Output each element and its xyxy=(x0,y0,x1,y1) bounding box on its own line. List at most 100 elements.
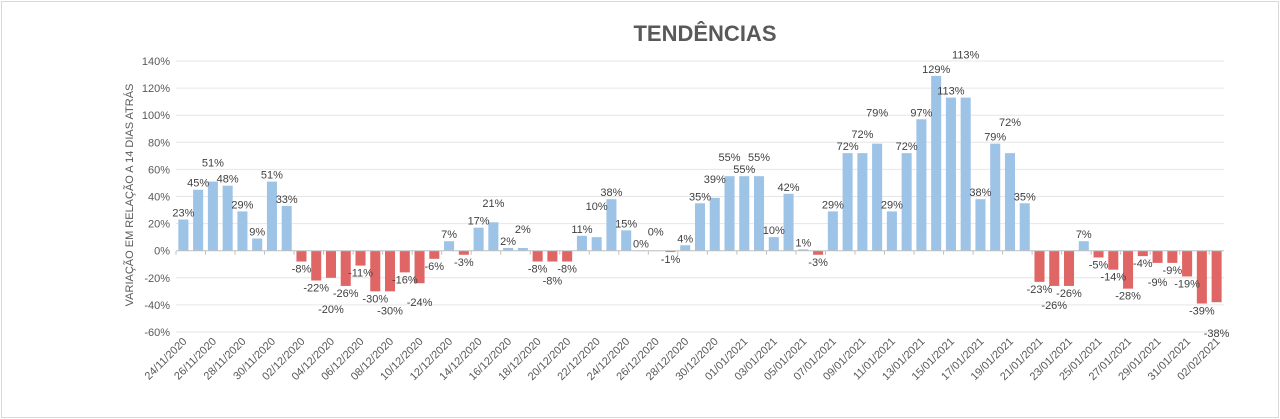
data-label: -26% xyxy=(1056,288,1082,300)
bar xyxy=(1078,241,1089,251)
data-label: 35% xyxy=(689,191,711,203)
data-label: 11% xyxy=(571,224,592,236)
data-label: 23% xyxy=(172,208,194,220)
data-label: 9% xyxy=(249,227,265,239)
data-label: -26% xyxy=(1041,300,1067,312)
data-label: 7% xyxy=(1076,229,1092,241)
bar xyxy=(827,211,838,251)
data-label: 55% xyxy=(733,164,755,176)
bar xyxy=(1196,250,1207,304)
bar xyxy=(886,211,897,251)
data-label: 72% xyxy=(896,141,918,153)
bar xyxy=(296,250,307,262)
bar xyxy=(1152,250,1163,263)
bar xyxy=(562,250,573,262)
data-label: -30% xyxy=(377,305,403,317)
bar xyxy=(916,119,927,251)
bar xyxy=(1182,250,1193,277)
data-label: -8% xyxy=(557,264,577,276)
data-label: 0% xyxy=(648,227,664,239)
data-label: 48% xyxy=(217,174,239,186)
bar xyxy=(1034,250,1045,282)
bar xyxy=(222,185,233,251)
bar xyxy=(311,250,322,281)
data-label: -22% xyxy=(303,283,329,295)
bar xyxy=(606,199,617,251)
bar xyxy=(576,235,587,251)
data-label: 29% xyxy=(231,199,253,211)
data-label: 10% xyxy=(763,225,785,237)
bar xyxy=(901,153,912,251)
data-label: 21% xyxy=(482,198,504,210)
bar xyxy=(340,250,351,286)
data-label: -16% xyxy=(392,274,418,286)
data-label: -4% xyxy=(1133,258,1153,270)
data-label: 129% xyxy=(922,64,950,76)
bar xyxy=(503,247,514,251)
data-label: 33% xyxy=(276,194,298,206)
data-label: -20% xyxy=(318,304,344,316)
bar xyxy=(931,75,942,251)
data-label: -38% xyxy=(1204,328,1230,340)
bar xyxy=(532,250,543,262)
data-label: 2% xyxy=(500,236,516,248)
bar xyxy=(1108,250,1119,270)
bar xyxy=(768,237,779,251)
bar xyxy=(694,203,706,251)
data-label: 0% xyxy=(633,239,649,251)
data-label: -8% xyxy=(528,264,548,276)
data-label: 39% xyxy=(704,174,726,186)
data-label: -5% xyxy=(1089,259,1109,271)
data-label: -3% xyxy=(454,257,474,269)
bar xyxy=(739,176,750,251)
data-label: 72% xyxy=(837,141,859,153)
data-label: 1% xyxy=(795,237,811,249)
bar xyxy=(783,193,794,251)
bar xyxy=(281,205,292,251)
bar xyxy=(547,250,558,262)
data-label: -6% xyxy=(425,261,445,273)
bar xyxy=(1019,203,1030,251)
bar xyxy=(975,199,986,251)
data-label: 45% xyxy=(187,178,209,190)
bar xyxy=(1167,250,1178,263)
data-label: 51% xyxy=(202,158,224,170)
bar xyxy=(872,143,883,251)
data-label: 17% xyxy=(468,216,490,228)
data-label: 7% xyxy=(441,229,457,241)
data-label: 55% xyxy=(719,152,741,164)
y-tick-label: 100% xyxy=(142,110,170,122)
data-label: -28% xyxy=(1115,291,1141,303)
data-label: 42% xyxy=(778,182,800,194)
bar xyxy=(1063,250,1075,286)
bar xyxy=(266,181,277,251)
y-tick-label: -40% xyxy=(144,300,170,312)
data-label: -8% xyxy=(292,264,312,276)
bar xyxy=(355,250,366,266)
bar xyxy=(709,197,720,251)
bar xyxy=(444,241,455,251)
bar xyxy=(960,97,971,251)
data-label: -23% xyxy=(1027,284,1053,296)
bar xyxy=(842,153,853,251)
bar xyxy=(193,189,204,251)
y-tick-label: 40% xyxy=(148,192,170,204)
bar xyxy=(1004,153,1015,251)
bar xyxy=(754,176,765,251)
data-label: -11% xyxy=(348,268,373,280)
data-label: 2% xyxy=(515,224,531,236)
bar xyxy=(488,222,499,251)
bar xyxy=(370,250,381,292)
data-label: -3% xyxy=(808,257,828,269)
bar xyxy=(680,245,691,251)
y-tick-label: 20% xyxy=(148,219,170,231)
bar xyxy=(252,238,263,251)
data-label: 72% xyxy=(999,117,1021,129)
bar xyxy=(813,250,824,255)
data-label: -26% xyxy=(333,288,359,300)
y-tick-label: 140% xyxy=(142,56,170,68)
data-label: 97% xyxy=(910,107,932,119)
bar xyxy=(990,143,1001,251)
y-tick-label: 60% xyxy=(148,164,170,176)
